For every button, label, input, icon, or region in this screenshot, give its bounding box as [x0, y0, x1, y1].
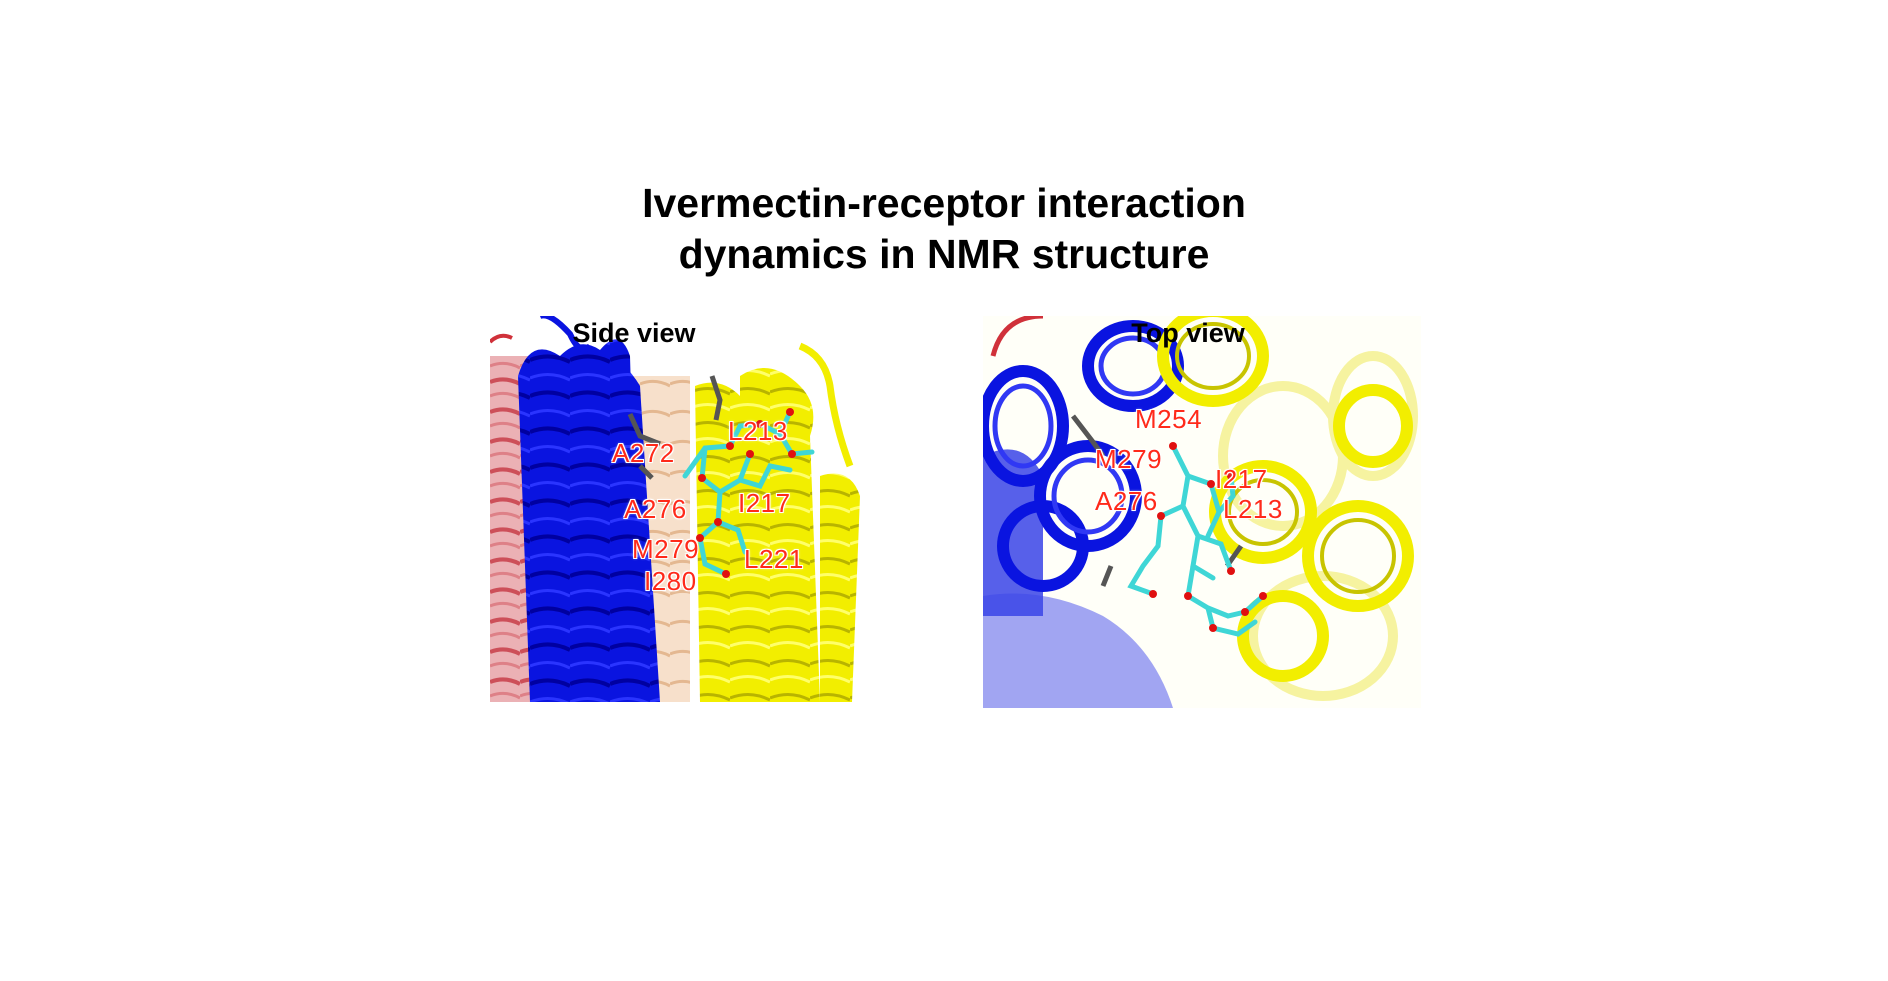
title-line-1: Ivermectin-receptor interaction	[642, 180, 1246, 226]
residue-label-a272: A272	[612, 438, 675, 468]
residue-label-i280: I280	[644, 566, 697, 596]
side-view-panel: Side view L213 A272 I217 A276 M279 L221 …	[490, 316, 888, 702]
side-view-label: Side view	[572, 318, 696, 348]
residue-label-l221: L221	[744, 544, 804, 574]
top-view-label: Top view	[1131, 318, 1245, 348]
residue-label-m254: M254	[1135, 404, 1203, 434]
top-view-panel: Top view M254 M279 I217 A276 L213	[983, 316, 1421, 708]
residue-label-l213: L213	[728, 416, 788, 446]
residue-label-m279: M279	[1095, 444, 1163, 474]
top-view-structure	[983, 316, 1421, 708]
residue-label-a276: A276	[1095, 486, 1158, 516]
residue-label-i217: I217	[738, 488, 791, 518]
side-view-structure	[490, 316, 860, 702]
residue-label-l213: L213	[1223, 494, 1283, 524]
residue-label-m279: M279	[632, 534, 700, 564]
title-line-2: dynamics in NMR structure	[678, 231, 1210, 277]
residue-label-a276: A276	[624, 494, 687, 524]
residue-label-i217: I217	[1215, 464, 1268, 494]
figure-title: Ivermectin-receptor interaction dynamics…	[0, 178, 1888, 280]
